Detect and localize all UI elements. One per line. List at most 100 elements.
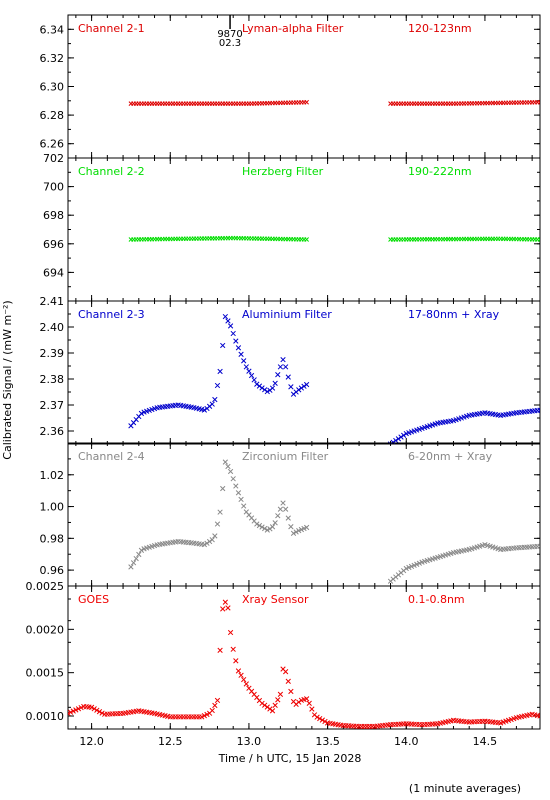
data-point xyxy=(275,697,281,703)
data-point xyxy=(282,506,289,512)
data-point xyxy=(387,441,394,444)
panel-4: 0.96 0.98 1.00 1.02 Channel 2-4 Zirconium Fil… xyxy=(40,442,541,587)
data-point xyxy=(128,564,134,570)
data-point xyxy=(206,538,213,545)
data-series xyxy=(128,313,540,444)
data-point xyxy=(280,500,286,506)
panel-frame xyxy=(67,300,541,445)
data-point xyxy=(75,706,82,712)
data-point xyxy=(230,476,236,482)
data-point xyxy=(214,521,221,527)
data-point xyxy=(209,401,215,407)
data-series xyxy=(68,599,540,729)
data-point xyxy=(290,530,297,536)
data-point xyxy=(251,377,257,383)
data-point xyxy=(288,524,294,530)
data-point xyxy=(209,537,215,543)
data-point xyxy=(398,434,404,440)
data-point xyxy=(303,524,310,531)
footnote: (1 minute averages) xyxy=(409,782,521,795)
data-point xyxy=(212,533,218,539)
data-point xyxy=(68,710,71,717)
panel-filter-label: Zirconium Filter xyxy=(242,450,329,463)
y-tick-label: 702 xyxy=(43,152,64,165)
data-point xyxy=(285,515,291,521)
data-point xyxy=(201,407,208,413)
data-point xyxy=(282,669,289,675)
data-point xyxy=(214,697,221,704)
data-point xyxy=(259,700,265,707)
data-point xyxy=(94,707,100,713)
data-point xyxy=(259,385,265,391)
data-point xyxy=(296,387,302,393)
y-tick-label: 2.41 xyxy=(40,295,65,308)
data-point xyxy=(314,714,320,720)
data-point xyxy=(209,707,215,714)
panels: 6.26 6.28 6.30 6.32 6.34 Channel 2-1 Lyman-alp… xyxy=(26,14,541,730)
data-point xyxy=(293,529,299,535)
panel-3: 2.36 2.37 2.38 2.39 2.40 2.41 Channel 2-3 Alumi… xyxy=(40,295,541,445)
data-point xyxy=(230,330,236,337)
data-point xyxy=(277,691,284,697)
panel-channel-label: Channel 2-1 xyxy=(78,22,145,35)
data-point xyxy=(214,382,221,389)
data-point xyxy=(537,407,540,413)
data-point xyxy=(233,658,239,664)
panel-band-label: 6-20nm + Xray xyxy=(408,450,493,463)
panel-1: 6.26 6.28 6.30 6.32 6.34 Channel 2-1 Lyman-alp… xyxy=(40,14,541,159)
data-point xyxy=(319,717,326,723)
data-point xyxy=(222,459,228,465)
data-point xyxy=(225,605,231,611)
y-tick-label: 0.98 xyxy=(40,532,65,545)
y-tick-label: 0.0020 xyxy=(26,623,65,636)
y-tick-label: 2.37 xyxy=(40,399,65,412)
data-point xyxy=(537,543,540,549)
y-tick-label: 0.0010 xyxy=(26,710,65,723)
data-point xyxy=(233,483,239,489)
time-marker-label-bottom: 02.3 xyxy=(219,38,241,49)
panel-filter-label: Aluminium Filter xyxy=(242,308,332,321)
data-point xyxy=(130,560,137,566)
y-tick-label: 2.39 xyxy=(40,347,65,360)
data-point xyxy=(256,383,263,389)
x-tick-label: 14.0 xyxy=(394,735,419,748)
data-point xyxy=(262,525,268,532)
data-point xyxy=(262,387,268,393)
y-tick-label: 2.40 xyxy=(40,321,65,334)
data-point xyxy=(225,318,231,324)
data-point xyxy=(264,527,270,533)
data-point xyxy=(298,385,305,391)
data-point xyxy=(235,490,242,496)
data-point xyxy=(272,702,278,708)
data-point xyxy=(212,396,218,403)
y-tick-label: 0.0025 xyxy=(26,580,65,593)
y-tick-label: 0.96 xyxy=(40,564,65,577)
panel-5: 0.0010 0.0015 0.0020 0.0025 GOES Xray Sensor 0… xyxy=(26,580,541,730)
data-point xyxy=(282,364,289,370)
panel-channel-label: Channel 2-3 xyxy=(78,308,145,321)
data-point xyxy=(277,506,284,512)
data-point xyxy=(88,704,95,710)
panel-band-label: 120-123nm xyxy=(408,22,472,35)
data-point xyxy=(241,676,247,683)
x-tick-label: 13.0 xyxy=(237,735,262,748)
data-point xyxy=(227,323,234,329)
data-point xyxy=(222,313,228,320)
data-point xyxy=(303,696,310,702)
x-axis-label: Time / h UTC, 15 Jan 2028 xyxy=(218,752,362,765)
y-tick-label: 700 xyxy=(43,181,64,194)
data-point xyxy=(212,702,218,709)
data-point xyxy=(272,380,278,386)
data-point xyxy=(301,383,307,389)
data-point xyxy=(537,99,540,105)
y-tick-label: 6.34 xyxy=(40,23,65,36)
data-series xyxy=(128,99,540,107)
x-tick-label: 12.0 xyxy=(79,735,104,748)
data-point xyxy=(235,668,242,674)
data-point xyxy=(304,237,309,242)
y-tick-label: 6.32 xyxy=(40,52,65,65)
x-tick-label: 13.5 xyxy=(315,735,340,748)
data-point xyxy=(217,368,223,375)
y-tick-label: 0.0015 xyxy=(26,667,65,680)
data-point xyxy=(91,706,97,712)
